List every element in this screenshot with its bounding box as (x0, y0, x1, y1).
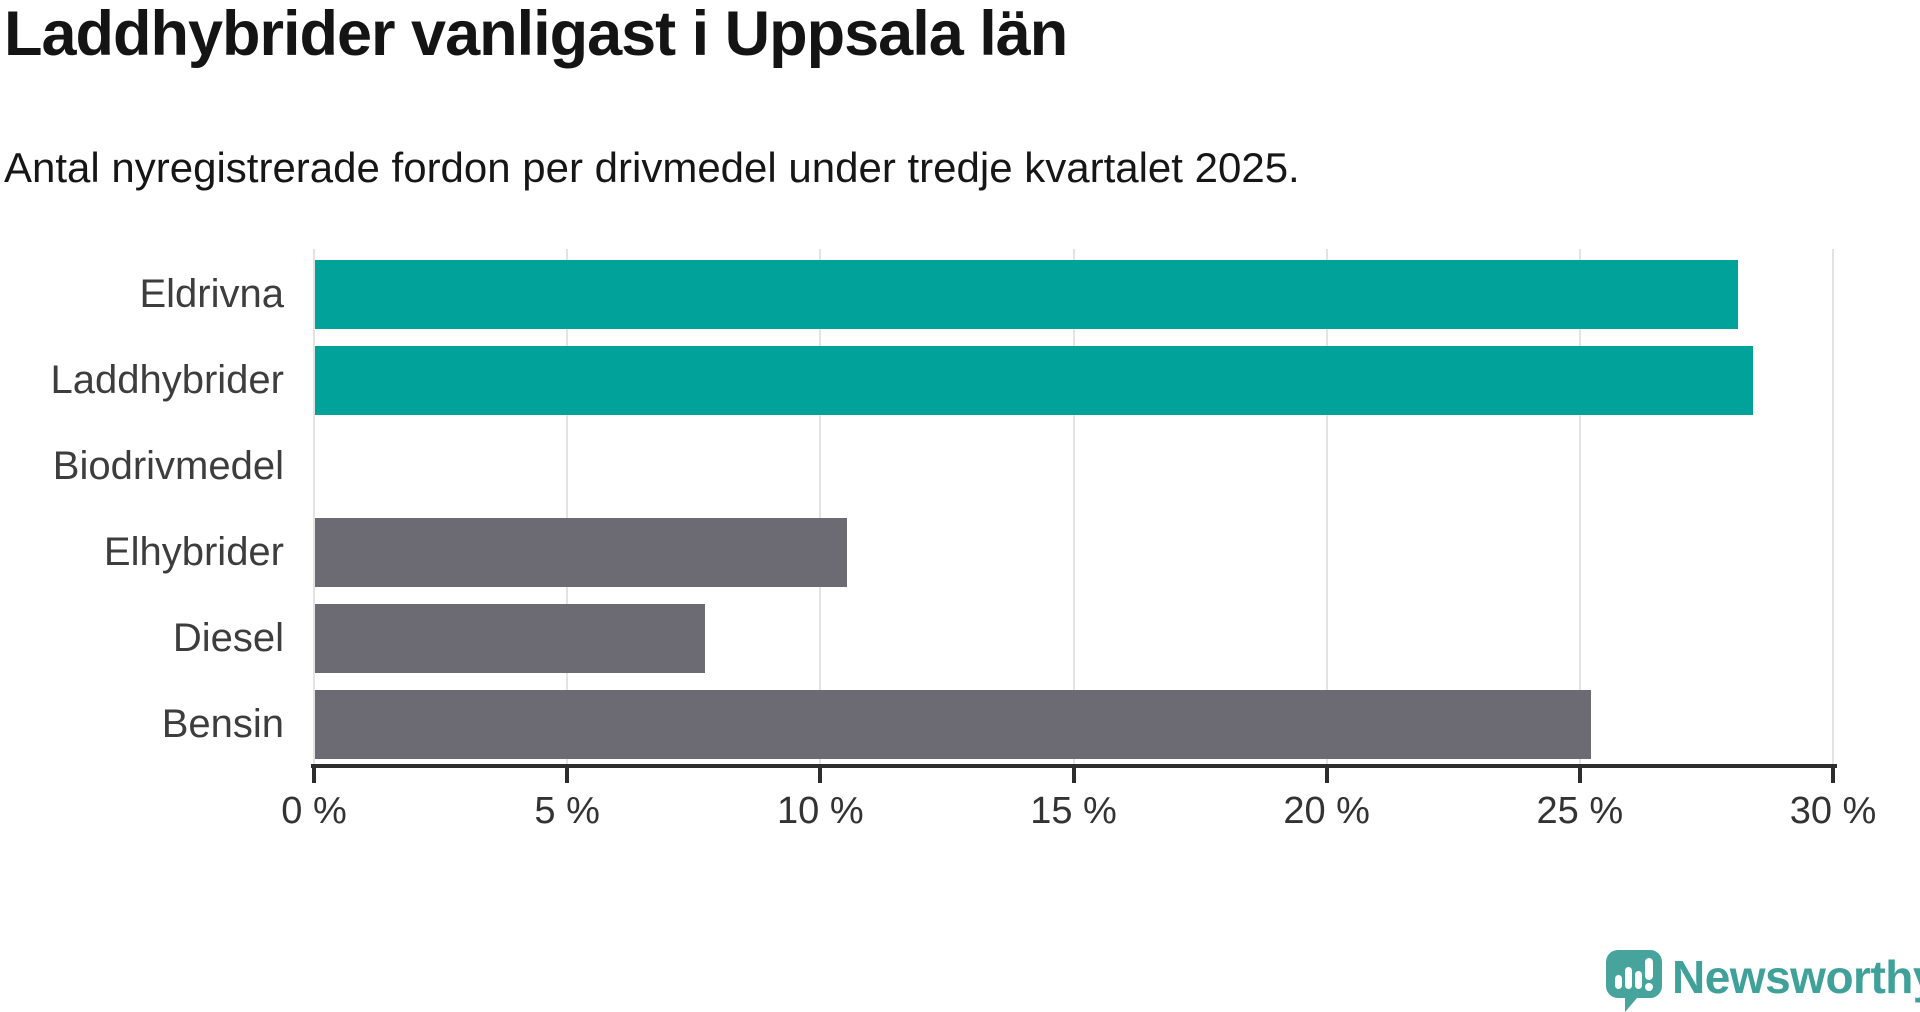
x-axis-tick (818, 764, 823, 783)
gridline (313, 249, 315, 766)
gridline (1578, 249, 1581, 766)
chart-title: Laddhybrider vanligast i Uppsala län (4, 0, 1068, 69)
newsworthy-bubble-bar-chart-icon (1606, 950, 1662, 1012)
x-axis-tick-label: 0 % (281, 790, 347, 832)
x-axis-tick (565, 764, 570, 783)
category-label: Elhybrider (103, 530, 284, 574)
x-axis-tick-label: 15 % (1030, 790, 1117, 832)
gridline (1072, 249, 1075, 766)
bar (315, 260, 1738, 329)
bar (315, 346, 1753, 415)
category-label: Bensin (161, 702, 284, 746)
bar (315, 604, 705, 673)
newsworthy-logo: Newsworthy (1606, 948, 1920, 1012)
x-axis-tick (1324, 764, 1329, 783)
x-axis-tick-label: 10 % (777, 790, 864, 832)
category-label: Biodrivmedel (52, 444, 284, 488)
bar (315, 518, 847, 587)
x-axis-tick (1577, 764, 1582, 783)
x-axis-tick-label: 30 % (1789, 790, 1877, 832)
x-axis-tick (1831, 764, 1835, 783)
x-axis-tick-label: 25 % (1536, 790, 1624, 832)
gridline (1832, 249, 1834, 766)
bar-chart: 0 % 5 % 10 % 15 % 20 % 25 % 30 % Eldrivna Laddh… (0, 249, 1920, 849)
newsworthy-wordmark: Newsworthy (1672, 951, 1920, 1003)
category-label: Eldrivna (139, 272, 284, 316)
x-axis-tick (312, 764, 316, 783)
x-axis-tick-label: 5 % (534, 790, 600, 832)
x-axis-tick (1071, 764, 1076, 783)
bar (315, 690, 1591, 759)
category-label: Laddhybrider (50, 358, 285, 402)
gridline (1325, 249, 1328, 766)
chart-subtitle: Antal nyregistrerade fordon per drivmede… (4, 144, 1300, 191)
gridline (819, 249, 822, 766)
x-axis-tick-label: 20 % (1283, 790, 1370, 832)
gridline (566, 249, 569, 766)
category-label: Diesel (172, 616, 284, 660)
